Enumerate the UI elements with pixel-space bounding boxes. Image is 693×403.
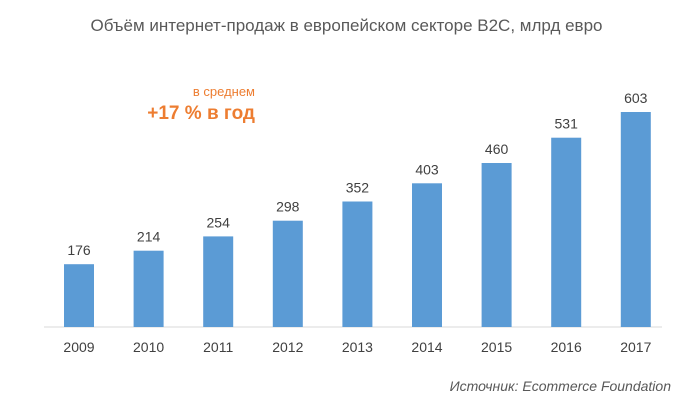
chart-title: Объём интернет-продаж в европейском сект… [90, 16, 603, 35]
data-label-2015: 460 [485, 141, 509, 157]
bar-2013 [342, 201, 373, 327]
bar-2009 [64, 264, 94, 327]
bar-2012 [272, 220, 303, 327]
x-tick-label-2009: 2009 [63, 339, 94, 355]
x-tick-label-2015: 2015 [481, 339, 512, 355]
annotation-value: +17 % в год [147, 103, 255, 124]
data-label-2009: 176 [67, 242, 91, 258]
data-label-2014: 403 [415, 161, 439, 177]
bar-2017 [620, 112, 651, 327]
data-label-2011: 254 [207, 214, 231, 230]
bar-2015 [481, 163, 512, 327]
x-tick-label-2014: 2014 [411, 339, 442, 355]
data-label-2010: 214 [137, 229, 161, 245]
bar-2011 [203, 236, 234, 327]
growth-annotation: в среднем +17 % в год [120, 84, 255, 126]
annotation-label: в среднем [192, 84, 255, 99]
source-note: Источник: Ecommerce Foundation [449, 378, 671, 394]
bar-2010 [133, 250, 164, 327]
bar-2014 [412, 183, 442, 327]
data-label-2017: 603 [624, 90, 648, 106]
x-tick-label-2010: 2010 [133, 339, 164, 355]
x-tick-label-2011: 2011 [203, 339, 233, 355]
data-label-2013: 352 [346, 180, 370, 196]
bar-2016 [551, 137, 582, 327]
x-tick-label-2016: 2016 [551, 339, 582, 355]
x-tick-label-2017: 2017 [620, 339, 651, 355]
data-label-2016: 531 [555, 116, 579, 132]
x-tick-label-2012: 2012 [272, 339, 303, 355]
data-label-2012: 298 [276, 199, 300, 215]
x-tick-label-2013: 2013 [342, 339, 373, 355]
